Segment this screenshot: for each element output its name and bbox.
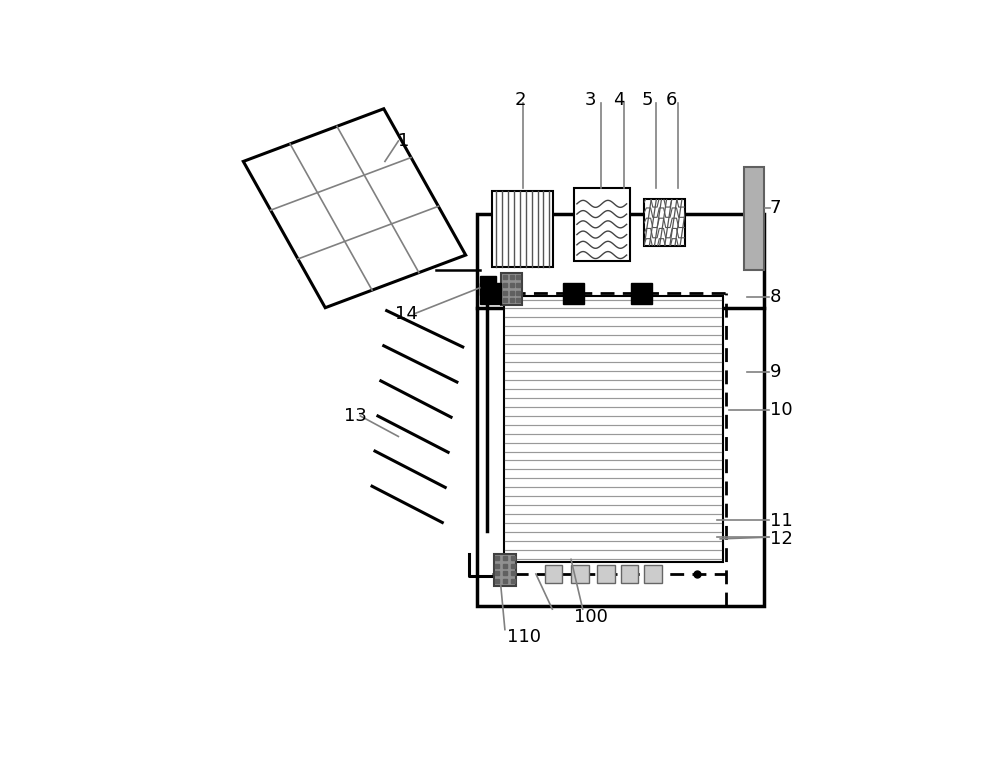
Text: 100: 100 <box>574 608 608 625</box>
Text: 1: 1 <box>398 132 410 150</box>
Bar <box>504 296 723 562</box>
Bar <box>480 276 496 296</box>
Bar <box>477 214 764 606</box>
Bar <box>563 283 584 304</box>
Bar <box>631 283 652 304</box>
Bar <box>597 565 615 583</box>
Bar <box>644 199 685 246</box>
Text: 9: 9 <box>770 363 781 381</box>
Text: 11: 11 <box>770 512 793 530</box>
Text: 6: 6 <box>666 91 677 109</box>
Text: 13: 13 <box>344 407 367 425</box>
Text: 10: 10 <box>770 401 793 419</box>
Text: 7: 7 <box>770 199 781 217</box>
Bar <box>545 565 562 583</box>
Bar <box>480 283 501 304</box>
Text: 14: 14 <box>395 305 418 322</box>
Text: 2: 2 <box>515 91 526 109</box>
Bar <box>571 565 589 583</box>
Polygon shape <box>243 109 466 308</box>
Text: 8: 8 <box>770 288 781 306</box>
Bar <box>744 167 764 270</box>
Bar <box>492 191 553 267</box>
Bar <box>494 553 516 586</box>
Text: 5: 5 <box>641 91 653 109</box>
Text: 110: 110 <box>507 628 541 645</box>
Bar <box>501 273 522 305</box>
Text: 4: 4 <box>613 91 625 109</box>
Bar <box>621 565 638 583</box>
Bar <box>644 565 662 583</box>
Text: 12: 12 <box>770 530 793 548</box>
Bar <box>574 188 630 261</box>
Text: 3: 3 <box>585 91 597 109</box>
